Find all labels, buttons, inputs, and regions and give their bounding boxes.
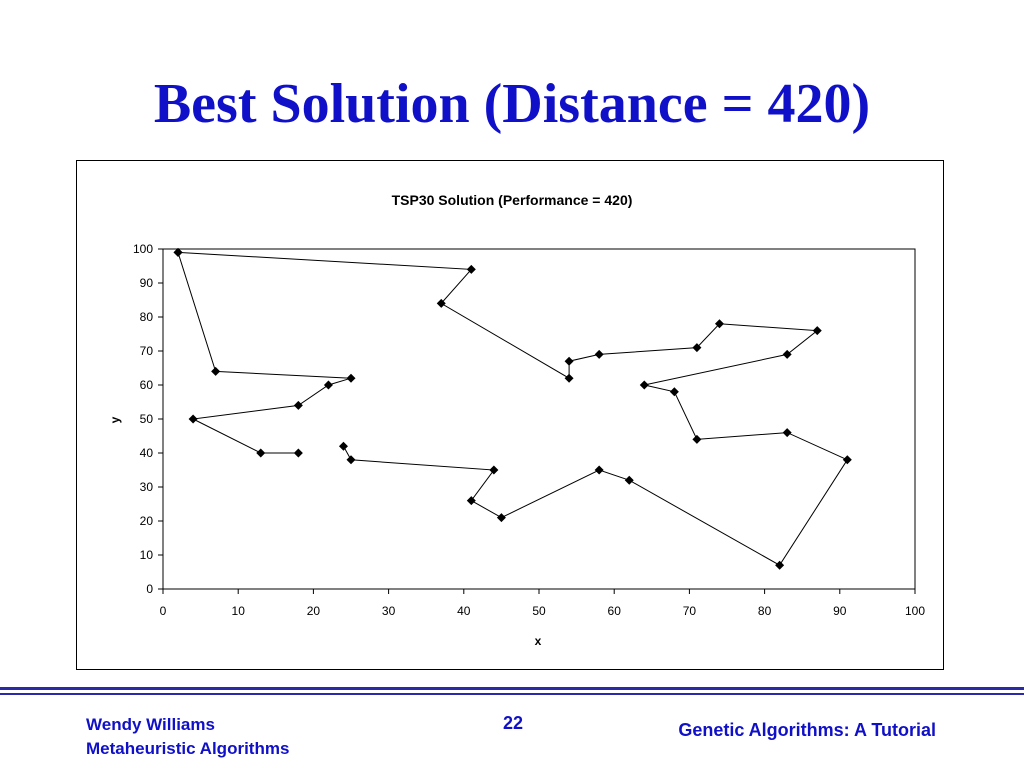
city-marker bbox=[692, 434, 702, 444]
marker-layer bbox=[173, 247, 852, 570]
city-marker bbox=[782, 428, 792, 438]
city-marker bbox=[496, 513, 506, 523]
y-tick-label: 70 bbox=[140, 344, 154, 358]
city-marker bbox=[338, 441, 348, 451]
city-marker bbox=[293, 400, 303, 410]
chart-frame: TSP30 Solution (Performance = 420) 0 10 20… bbox=[76, 160, 944, 670]
axes-layer: 0 10 20 30 40 50 60 70 80 90 100 0 10 20 30 40 50 60 70 80 9… bbox=[133, 242, 925, 618]
y-tick-label: 100 bbox=[133, 242, 153, 256]
footer-left: Wendy Williams Metaheuristic Algorithms bbox=[86, 713, 289, 761]
city-marker bbox=[256, 448, 266, 458]
chart-title: TSP30 Solution (Performance = 420) bbox=[392, 192, 633, 208]
footer-rule-bottom bbox=[0, 693, 1024, 695]
city-marker bbox=[812, 326, 822, 336]
x-tick-label: 30 bbox=[382, 604, 396, 618]
x-tick-label: 90 bbox=[833, 604, 847, 618]
city-marker bbox=[489, 465, 499, 475]
x-tick-label: 50 bbox=[532, 604, 546, 618]
x-tick-label: 60 bbox=[608, 604, 622, 618]
y-tick-label: 10 bbox=[140, 548, 154, 562]
page-number: 22 bbox=[502, 713, 524, 733]
city-marker bbox=[594, 465, 604, 475]
y-tick-label: 0 bbox=[146, 582, 153, 596]
city-marker bbox=[775, 560, 785, 570]
x-tick-label: 100 bbox=[905, 604, 925, 618]
footer-rule-top bbox=[0, 687, 1024, 690]
x-axis-label: x bbox=[535, 634, 542, 648]
city-marker bbox=[692, 343, 702, 353]
city-marker bbox=[436, 298, 446, 308]
slide-title: Best Solution (Distance = 420) bbox=[153, 73, 871, 135]
y-tick-label: 20 bbox=[140, 514, 154, 528]
city-marker bbox=[782, 349, 792, 359]
x-tick-label: 40 bbox=[457, 604, 471, 618]
footer-topic: Genetic Algorithms: A Tutorial bbox=[678, 720, 936, 740]
route-line bbox=[177, 252, 352, 454]
city-marker bbox=[188, 414, 198, 424]
city-marker bbox=[466, 264, 476, 274]
city-marker bbox=[594, 349, 604, 359]
city-marker bbox=[466, 496, 476, 506]
city-marker bbox=[323, 380, 333, 390]
y-tick-label: 30 bbox=[140, 480, 154, 494]
x-tick-label: 70 bbox=[683, 604, 697, 618]
city-marker bbox=[669, 387, 679, 397]
x-tick-label: 80 bbox=[758, 604, 772, 618]
x-tick-label: 20 bbox=[307, 604, 321, 618]
city-marker bbox=[346, 455, 356, 465]
footer-author: Wendy Williams bbox=[86, 715, 215, 734]
y-tick-label: 90 bbox=[140, 276, 154, 290]
city-marker bbox=[714, 319, 724, 329]
x-tick-label: 10 bbox=[232, 604, 246, 618]
city-marker bbox=[624, 475, 634, 485]
y-tick-label: 50 bbox=[140, 412, 154, 426]
y-axis-label: y bbox=[108, 416, 122, 423]
city-marker bbox=[564, 373, 574, 383]
city-marker bbox=[564, 356, 574, 366]
city-marker bbox=[346, 373, 356, 383]
y-tick-label: 80 bbox=[140, 310, 154, 324]
plot-area bbox=[162, 248, 916, 590]
city-marker bbox=[211, 366, 221, 376]
y-tick-label: 60 bbox=[140, 378, 154, 392]
city-marker bbox=[173, 247, 183, 257]
tsp-route-chart: TSP30 Solution (Performance = 420) 0 10 20… bbox=[108, 192, 925, 648]
city-marker bbox=[293, 448, 303, 458]
footer-course: Metaheuristic Algorithms bbox=[86, 739, 290, 758]
x-tick-label: 0 bbox=[160, 604, 167, 618]
y-tick-label: 40 bbox=[140, 446, 154, 460]
city-marker bbox=[639, 380, 649, 390]
city-marker bbox=[842, 455, 852, 465]
